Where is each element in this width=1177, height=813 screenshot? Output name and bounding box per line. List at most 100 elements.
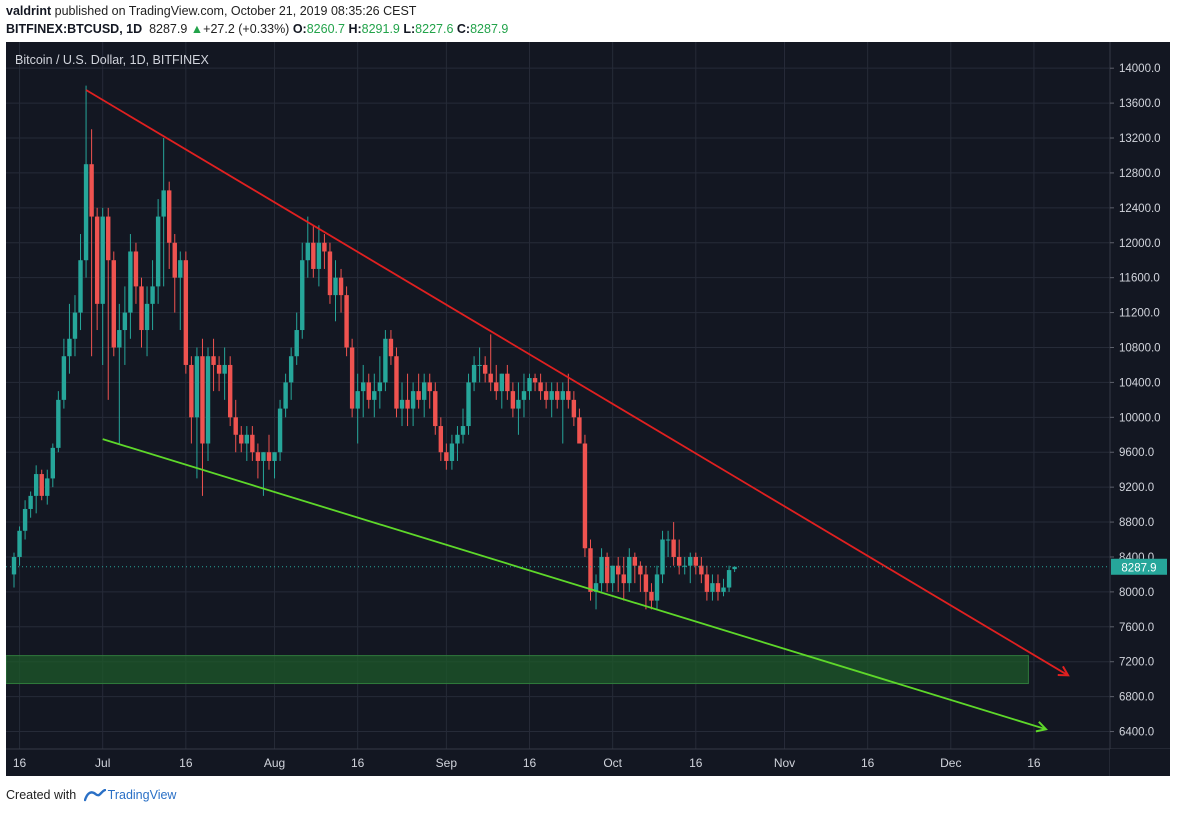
high-label: H: <box>348 22 362 36</box>
candle-body <box>699 565 704 575</box>
last-price-value: 8287.9 <box>149 22 188 36</box>
price-tick-label: 9200.0 <box>1119 482 1154 494</box>
candle-body <box>189 364 194 418</box>
candle-body <box>449 443 455 461</box>
candle-body <box>388 338 394 357</box>
time-tick-label: 16 <box>861 756 875 770</box>
candles-layer <box>11 85 737 610</box>
candle-body <box>710 583 715 592</box>
price-change-value: +27.2 (+0.33%) <box>203 22 290 36</box>
candle-body <box>704 574 710 592</box>
candle-body <box>155 216 161 287</box>
grid-lines <box>6 42 1110 749</box>
candle-body <box>338 277 344 296</box>
candle-body <box>566 391 571 400</box>
candle-body <box>250 434 255 453</box>
candle-body <box>521 391 527 400</box>
candle-body <box>194 356 200 418</box>
candle-body <box>377 382 383 392</box>
price-tick-label: 11200.0 <box>1119 308 1160 320</box>
candle-body <box>33 474 39 496</box>
high-value: 8291.9 <box>361 22 400 36</box>
candle-body <box>471 364 477 383</box>
candle-body <box>300 260 305 331</box>
candle-body <box>660 539 665 575</box>
candle-body <box>682 565 687 567</box>
low-value: 8227.6 <box>415 22 454 36</box>
candle-body <box>117 330 122 348</box>
time-tick-label: 16 <box>523 756 537 770</box>
time-axis[interactable]: 16 Jul 16 Aug 16 Sep 16 Oct 16 Nov 16 Dec 16 <box>13 756 1041 770</box>
candle-body <box>588 548 593 592</box>
time-tick-label: Dec <box>940 756 961 770</box>
candle-body <box>222 364 227 374</box>
candle-body <box>383 338 388 383</box>
price-tick-label: 12400.0 <box>1119 203 1161 215</box>
candle-body <box>277 408 283 453</box>
time-tick-label: 16 <box>13 756 27 770</box>
price-tick-label: 10800.0 <box>1119 342 1161 354</box>
candle-body <box>200 356 205 444</box>
candle-body <box>161 190 166 217</box>
candle-body <box>571 399 577 418</box>
candle-body <box>405 399 410 409</box>
candle-body <box>327 251 333 296</box>
candle-body <box>427 382 432 392</box>
candle-body <box>438 426 444 453</box>
candle-body <box>349 347 355 409</box>
candle-body <box>410 391 416 409</box>
candle-body <box>421 382 427 400</box>
candle-body <box>560 391 565 400</box>
price-chart[interactable]: 14000.0 13600.0 13200.0 12800.0 12400.0 12000… <box>5 42 1170 776</box>
price-tick-label: 12800.0 <box>1119 168 1161 180</box>
candle-body <box>372 391 377 400</box>
change-arrow-icon: ▲ <box>190 22 204 36</box>
candle-body <box>106 216 111 261</box>
candle-body <box>305 242 310 261</box>
close-value: 8287.9 <box>470 22 509 36</box>
author-name[interactable]: valdrint <box>6 4 52 18</box>
symbol-ohlc-header: BITFINEX:BTCUSD, 1D 8287.9 ▲+27.2 (+0.33… <box>6 22 508 36</box>
candle-body <box>555 391 560 400</box>
time-tick-label: Jul <box>95 756 110 770</box>
candle-body <box>83 164 89 261</box>
candle-body <box>361 382 366 392</box>
last-price-label: 8287.9 <box>1121 562 1156 574</box>
chart-background <box>6 42 1170 776</box>
demand-zone <box>5 655 1029 685</box>
candle-body <box>460 426 466 435</box>
candle-body <box>355 391 360 409</box>
candle-body <box>505 373 510 392</box>
candle-body <box>61 356 67 400</box>
candle-body <box>466 382 471 427</box>
candle-body <box>366 382 371 400</box>
candle-body <box>322 242 327 252</box>
candle-body <box>111 260 116 348</box>
candle-body <box>133 251 139 287</box>
time-tick-label: 16 <box>1027 756 1041 770</box>
tradingview-link[interactable]: TradingView <box>107 788 177 802</box>
candle-body <box>150 286 155 304</box>
candle-body <box>510 391 516 409</box>
candle-body <box>610 565 615 584</box>
candle-body <box>494 382 499 392</box>
time-axis-corner <box>1110 749 1170 776</box>
candle-body <box>715 583 721 592</box>
resistance-trendline <box>85 89 1067 675</box>
price-tick-label: 14000.0 <box>1119 63 1161 75</box>
candle-body <box>627 556 632 584</box>
candle-body <box>244 434 250 444</box>
chart-container[interactable]: 14000.0 13600.0 13200.0 12800.0 12400.0 12000… <box>5 42 1170 776</box>
time-tick-label: Aug <box>264 756 285 770</box>
candle-body <box>183 260 189 365</box>
candle-body <box>482 364 488 374</box>
candle-body <box>67 338 72 357</box>
published-text: published on TradingView.com, October 21… <box>54 4 417 18</box>
candle-body <box>128 251 133 313</box>
candle-body <box>649 591 654 601</box>
candle-body <box>665 539 671 541</box>
candle-body <box>72 312 78 339</box>
candle-body <box>527 378 532 392</box>
candle-body <box>22 508 28 531</box>
price-tick-label: 6800.0 <box>1119 692 1154 704</box>
